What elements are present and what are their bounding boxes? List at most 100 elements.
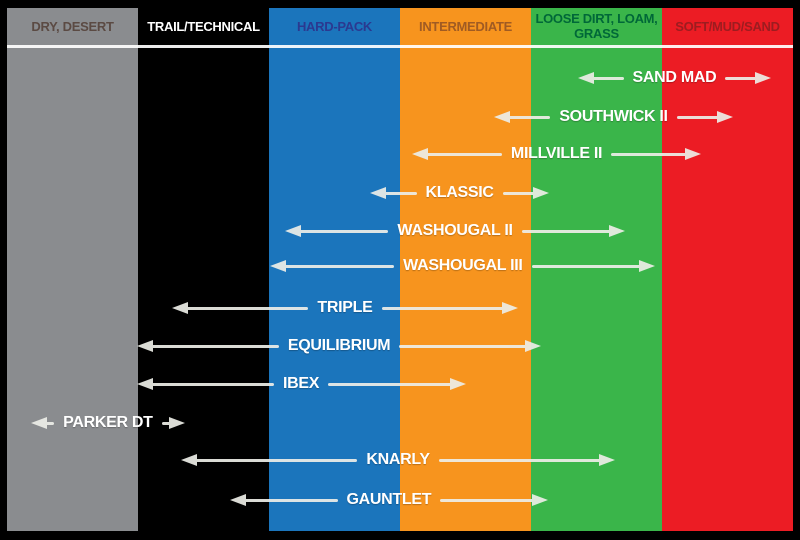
right-arrowhead-icon — [501, 302, 518, 314]
left-arrow-shaft — [194, 458, 358, 462]
right-arrow-icon — [502, 187, 550, 199]
tire-name-label: EQUILIBRIUM — [287, 337, 391, 354]
tire-range-row-ibex: IBEX — [136, 371, 466, 397]
tire-name-label: IBEX — [283, 375, 320, 392]
column-header-label: DRY, DESERT — [31, 18, 114, 34]
right-arrowhead-icon — [533, 187, 550, 199]
left-arrowhead-icon — [172, 302, 189, 314]
tire-name-label: MILLVILLE II — [510, 145, 603, 162]
left-arrow-icon — [136, 378, 275, 390]
right-arrowhead-icon — [525, 340, 542, 352]
column-header-label: TRAIL/TECHNICAL — [147, 18, 260, 34]
right-arrow-icon — [611, 148, 702, 160]
column-header: LOOSE DIRT, LOAM, GRASS — [531, 8, 662, 46]
right-arrow-shaft — [438, 458, 602, 462]
tire-range-row-washougal-iii: WASHOUGAL III — [270, 253, 656, 279]
right-arrow-shaft — [161, 421, 173, 425]
left-arrow-shaft — [382, 191, 417, 195]
left-arrow-shaft — [185, 306, 309, 310]
tire-range-row-triple: TRIPLE — [172, 295, 518, 321]
right-arrowhead-icon — [532, 494, 549, 506]
left-arrow-shaft — [242, 498, 338, 502]
left-arrowhead-icon — [136, 378, 153, 390]
left-arrow-icon — [494, 111, 551, 123]
column-header-label: LOOSE DIRT, LOAM, GRASS — [535, 11, 658, 41]
column-header: SOFT/MUD/SAND — [662, 8, 793, 46]
tire-name-label: GAUNTLET — [346, 491, 432, 508]
right-arrow-shaft — [399, 344, 529, 348]
left-arrow-icon — [172, 302, 309, 314]
tire-name-label: WASHOUGAL II — [397, 222, 513, 239]
left-arrowhead-icon — [229, 494, 246, 506]
column-hard-pack: HARD-PACK — [269, 8, 400, 531]
left-arrow-shaft — [424, 152, 502, 156]
left-arrow-icon — [136, 340, 279, 352]
column-header: TRAIL/TECHNICAL — [138, 8, 269, 46]
right-arrow-shaft — [521, 229, 613, 233]
left-arrow-shaft — [297, 229, 389, 233]
tire-name-label: KNARLY — [366, 451, 430, 468]
right-arrow-shaft — [611, 152, 689, 156]
left-arrowhead-icon — [494, 111, 511, 123]
tire-range-row-millville-ii: MILLVILLE II — [411, 141, 702, 167]
column-trail-technical: TRAIL/TECHNICAL — [138, 8, 269, 531]
right-arrowhead-icon — [169, 417, 186, 429]
tire-range-row-sand-mad: SAND MAD — [578, 65, 771, 91]
right-arrow-icon — [381, 302, 518, 314]
tire-range-row-equilibrium: EQUILIBRIUM — [136, 333, 542, 359]
right-arrow-icon — [399, 340, 542, 352]
tire-name-label: WASHOUGAL III — [403, 257, 523, 274]
right-arrowhead-icon — [609, 225, 626, 237]
left-arrow-icon — [578, 72, 624, 84]
right-arrow-shaft — [676, 115, 720, 119]
tire-range-row-parker-dt: PARKER DT — [30, 410, 186, 436]
left-arrow-shaft — [507, 115, 551, 119]
left-arrow-icon — [270, 260, 395, 272]
tire-name-label: PARKER DT — [63, 414, 153, 431]
left-arrowhead-icon — [369, 187, 386, 199]
left-arrowhead-icon — [284, 225, 301, 237]
right-arrow-icon — [328, 378, 466, 390]
left-arrow-icon — [229, 494, 338, 506]
left-arrow-shaft — [283, 264, 395, 268]
tire-name-label: SOUTHWICK II — [559, 108, 668, 125]
left-arrow-icon — [369, 187, 417, 199]
tire-range-row-klassic: KLASSIC — [369, 180, 550, 206]
column-header: DRY, DESERT — [7, 8, 138, 46]
left-arrow-icon — [181, 454, 358, 466]
tire-range-row-washougal-ii: WASHOUGAL II — [284, 218, 626, 244]
tire-range-row-knarly: KNARLY — [181, 447, 615, 473]
right-arrow-icon — [725, 72, 771, 84]
right-arrow-shaft — [725, 76, 758, 80]
right-arrowhead-icon — [754, 72, 771, 84]
tire-name-label: TRIPLE — [317, 299, 373, 316]
right-arrow-icon — [531, 260, 656, 272]
column-header-label: INTERMEDIATE — [419, 18, 512, 34]
right-arrow-shaft — [502, 191, 537, 195]
tire-name-label: SAND MAD — [632, 69, 717, 86]
left-arrowhead-icon — [411, 148, 428, 160]
tire-range-row-southwick-ii: SOUTHWICK II — [494, 104, 733, 130]
header-divider-line — [7, 45, 793, 48]
left-arrowhead-icon — [270, 260, 287, 272]
right-arrow-shaft — [328, 382, 453, 386]
right-arrowhead-icon — [685, 148, 702, 160]
column-header-label: SOFT/MUD/SAND — [675, 18, 780, 34]
left-arrow-shaft — [43, 421, 55, 425]
right-arrow-shaft — [440, 498, 536, 502]
right-arrowhead-icon — [598, 454, 615, 466]
tire-name-label: KLASSIC — [425, 184, 494, 201]
column-intermediate: INTERMEDIATE — [400, 8, 531, 531]
right-arrow-icon — [676, 111, 733, 123]
left-arrow-shaft — [149, 344, 279, 348]
right-arrowhead-icon — [449, 378, 466, 390]
right-arrowhead-icon — [716, 111, 733, 123]
left-arrow-shaft — [149, 382, 275, 386]
left-arrowhead-icon — [136, 340, 153, 352]
column-header: HARD-PACK — [269, 8, 400, 46]
column-dry-desert: DRY, DESERT — [7, 8, 138, 531]
right-arrow-shaft — [381, 306, 505, 310]
tire-range-row-gauntlet: GAUNTLET — [229, 487, 549, 513]
